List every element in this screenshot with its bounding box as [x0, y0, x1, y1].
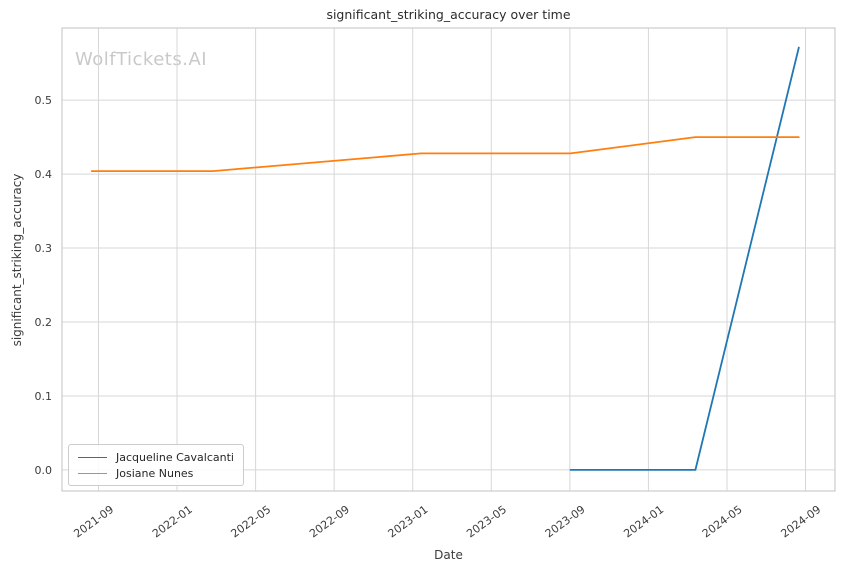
- x-tick-label: 2023-09: [543, 503, 588, 541]
- x-tick-label: 2023-01: [386, 503, 431, 541]
- y-tick-label: 0.5: [35, 94, 53, 107]
- y-tick-label: 0.4: [35, 168, 53, 181]
- chart-title: significant_striking_accuracy over time: [326, 7, 571, 22]
- series-line: [569, 46, 800, 471]
- gridlines: [62, 28, 835, 491]
- y-axis-label: significant_striking_accuracy: [10, 173, 24, 347]
- y-tick-label: 0.0: [35, 464, 53, 477]
- series-line: [90, 136, 800, 173]
- legend-item: Jacqueline Cavalcanti: [78, 449, 234, 465]
- x-axis-label: Date: [434, 548, 463, 562]
- watermark: WolfTickets.AI: [75, 49, 208, 70]
- legend: Jacqueline Cavalcanti Josiane Nunes: [68, 444, 244, 486]
- x-tick-label: 2023-05: [464, 503, 509, 541]
- y-tick-label: 0.2: [35, 316, 53, 329]
- y-tick-label: 0.1: [35, 390, 53, 403]
- x-tick-label: 2022-09: [307, 503, 352, 541]
- x-tick-label: 2024-01: [621, 503, 666, 541]
- x-tick-label: 2022-05: [229, 503, 274, 541]
- legend-line-swatch-jacqueline: [78, 456, 107, 458]
- legend-label: Jacqueline Cavalcanti: [116, 450, 234, 464]
- legend-line-swatch-josiane: [78, 472, 107, 474]
- plot-border: [61, 27, 836, 492]
- legend-item: Josiane Nunes: [78, 465, 234, 481]
- y-tick-label: 0.3: [35, 242, 53, 255]
- x-tick-label: 2021-09: [71, 503, 116, 541]
- x-tick-label: 2022-01: [150, 503, 195, 541]
- legend-label: Josiane Nunes: [116, 466, 194, 480]
- x-tick-label: 2024-09: [778, 503, 823, 541]
- x-tick-label: 2024-05: [700, 503, 745, 541]
